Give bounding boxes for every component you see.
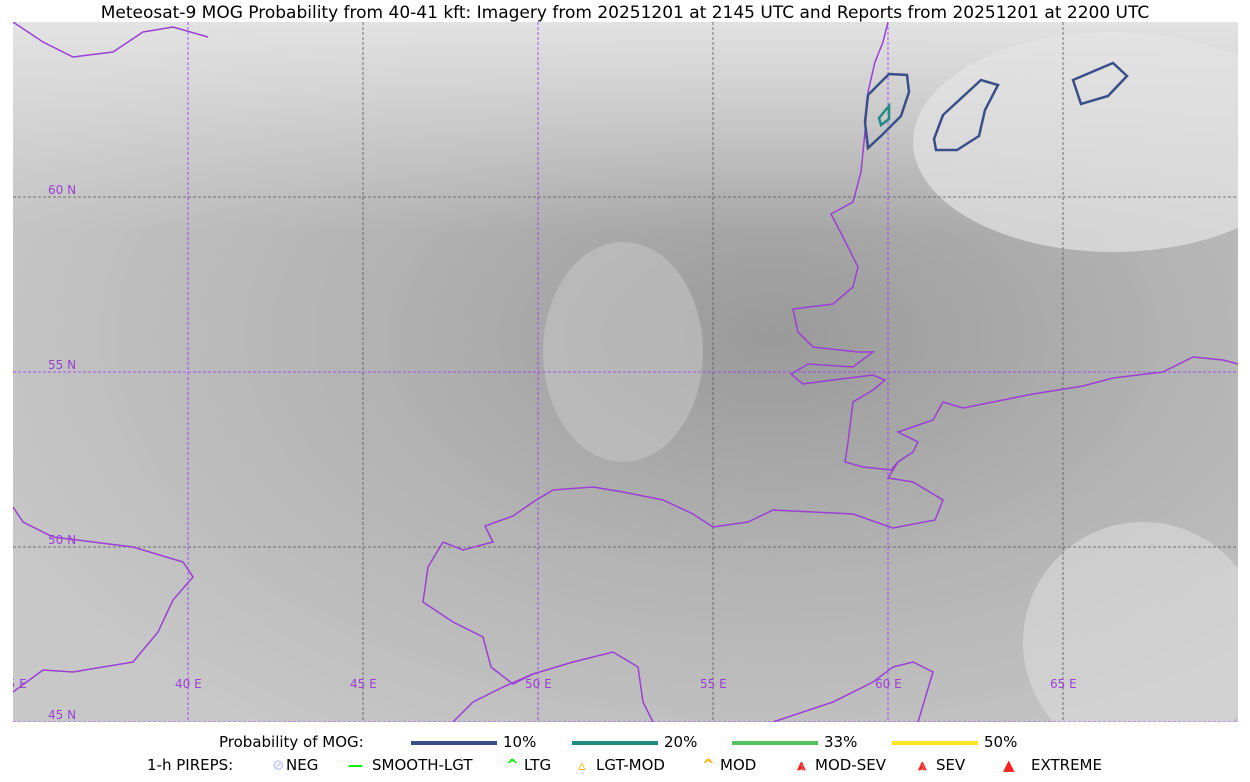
mog-probability-contours <box>863 61 1129 152</box>
lon-label: 55 E <box>700 677 727 691</box>
lat-lon-grid <box>13 22 1238 722</box>
prob-swatch <box>411 741 497 745</box>
lon-label: 35 E <box>13 677 27 691</box>
pirep-label: SMOOTH-LGT <box>372 756 473 774</box>
prob-swatch <box>732 741 818 745</box>
satellite-map: 35 E 40 E 45 E 50 E 55 E 60 E 65 E 60 N 55 N 50 N… <box>13 22 1238 722</box>
pirep-label: MOD <box>720 756 757 774</box>
pirep-neg-icon: ⊘ <box>272 756 285 774</box>
prob-swatch <box>572 741 658 745</box>
contour-10pct <box>932 78 1000 152</box>
lon-label: 50 E <box>525 677 552 691</box>
prob-swatch <box>892 741 978 745</box>
pirep-mod-icon: ^ <box>702 756 715 774</box>
contour-20pct <box>877 102 891 128</box>
pirep-label: MOD-SEV <box>815 756 886 774</box>
map-title: Meteosat-9 MOG Probability from 40-41 kf… <box>100 3 1150 23</box>
pirep-label: SEV <box>936 756 966 774</box>
contour-10pct <box>863 72 911 151</box>
lat-label: 50 N <box>48 533 76 547</box>
pirep-label: EXTREME <box>1031 756 1102 774</box>
lon-label: 40 E <box>175 677 202 691</box>
pirep-label: NEG <box>286 756 319 774</box>
pirep-extreme-icon: ▲ <box>1003 756 1015 774</box>
coastlines <box>13 22 1238 722</box>
prob-label: 33% <box>824 733 858 751</box>
pirep-ltg-icon: ^ <box>506 756 519 774</box>
prob-label: 50% <box>984 733 1018 751</box>
prob-label: 20% <box>664 733 698 751</box>
pirep-label: LGT-MOD <box>596 756 665 774</box>
lat-label: 60 N <box>48 183 76 197</box>
prob-label: 10% <box>503 733 537 751</box>
lat-label: 45 N <box>48 708 76 722</box>
pirep-mod-sev-icon: ⩓ <box>797 756 806 774</box>
prob-legend-title: Probability of MOG: <box>219 733 364 751</box>
pirep-sev-icon: ⩓ <box>918 756 927 774</box>
pirep-legend-title: 1-h PIREPS: <box>147 756 234 774</box>
pirep-lgt-mod-icon: ▵ <box>578 756 586 774</box>
pirep-label: LTG <box>524 756 552 774</box>
lon-label: 60 E <box>875 677 902 691</box>
lon-label: 45 E <box>350 677 377 691</box>
lon-label: 65 E <box>1050 677 1077 691</box>
contour-10pct <box>1071 61 1129 106</box>
lat-label: 55 N <box>48 358 76 372</box>
pirep-smooth-lgt-icon: — <box>348 756 363 774</box>
